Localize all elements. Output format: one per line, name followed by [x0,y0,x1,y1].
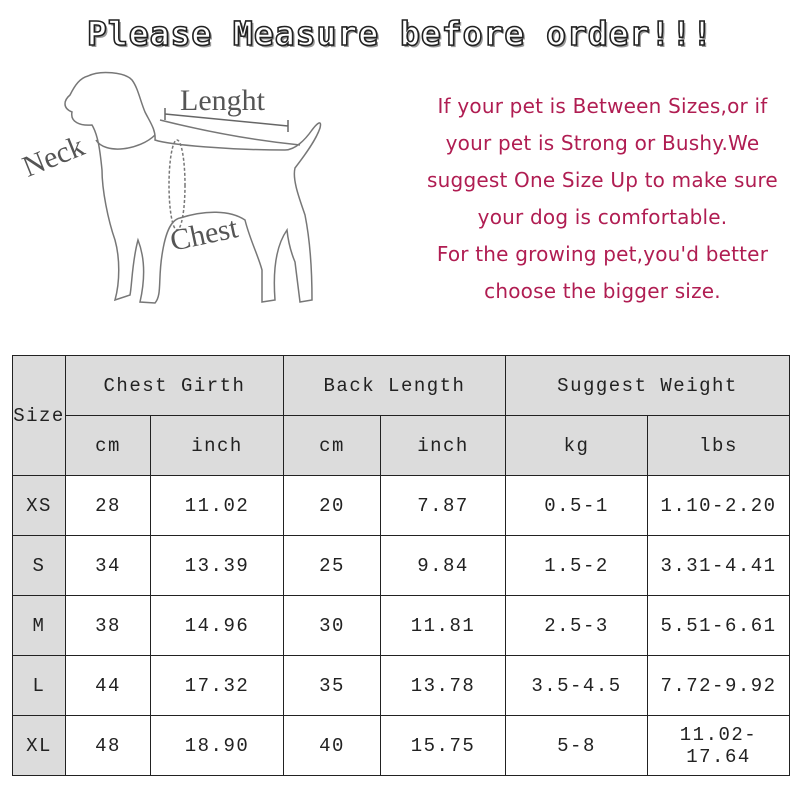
unit-header: inch [150,415,284,476]
chest-loop [168,139,186,231]
value-cell: 0.5-1 [505,475,648,536]
dog-outline [64,71,322,304]
value-cell: 3.5-4.5 [505,655,648,716]
unit-header: kg [505,415,648,476]
value-cell: 44 [65,655,151,716]
value-cell: 17.32 [150,655,284,716]
value-cell: 28 [65,475,151,536]
size-cell: XL [12,715,66,776]
dog-measurement-diagram [64,71,322,304]
advice-line: your pet is Strong or Bushy.We [445,131,760,155]
value-cell: 2.5-3 [505,595,648,656]
table-row: L 44 17.32 35 13.78 3.5-4.5 7.72-9.92 [12,655,790,716]
value-cell: 11.81 [380,595,506,656]
unit-header: cm [283,415,381,476]
value-cell: 48 [65,715,151,776]
value-cell: 40 [283,715,381,776]
advice-line: For the growing pet,you'd better [436,242,769,266]
value-cell: 15.75 [380,715,506,776]
advice-line: If your pet is Between Sizes,or if [437,94,768,118]
advice-line: choose the bigger size. [484,279,721,303]
size-cell: M [12,595,66,656]
size-cell: XS [12,475,66,536]
value-cell: 5-8 [505,715,648,776]
value-cell: 5.51-6.61 [647,595,790,656]
value-cell: 35 [283,655,381,716]
group-header: Back Length [283,355,506,416]
value-cell: 13.78 [380,655,506,716]
table-row: XL 48 18.90 40 15.75 5-8 11.02-17.64 [12,715,790,776]
size-chart-table: Size Chest Girth Back Length Suggest Wei… [12,355,790,776]
page-title: Please Measure before order!!! [86,13,714,54]
length-line [159,119,301,146]
value-cell: 14.96 [150,595,284,656]
value-cell: 30 [283,595,381,656]
value-cell: 13.39 [150,535,284,596]
size-cell: L [12,655,66,716]
neck-loop [95,134,156,150]
sizing-advice: If your pet is Between Sizes,or if your … [405,88,800,310]
value-cell: 11.02 [150,475,284,536]
table-row: M 38 14.96 30 11.81 2.5-3 5.51-6.61 [12,595,790,656]
value-cell: 7.72-9.92 [647,655,790,716]
advice-line: your dog is comfortable. [477,205,728,229]
value-cell: 3.31-4.41 [647,535,790,596]
table-row: S 34 13.39 25 9.84 1.5-2 3.31-4.41 [12,535,790,596]
group-header: Suggest Weight [505,355,790,416]
value-cell: 7.87 [380,475,506,536]
value-cell: 25 [283,535,381,596]
group-header: Chest Girth [65,355,284,416]
value-cell: 1.5-2 [505,535,648,596]
size-header: Size [12,355,66,476]
advice-line: suggest One Size Up to make sure [427,168,778,192]
value-cell: 1.10-2.20 [647,475,790,536]
unit-header: cm [65,415,151,476]
length-arrow [164,108,289,132]
value-cell: 38 [65,595,151,656]
value-cell: 20 [283,475,381,536]
unit-header: lbs [647,415,790,476]
value-cell: 18.90 [150,715,284,776]
size-cell: S [12,535,66,596]
table-row: XS 28 11.02 20 7.87 0.5-1 1.10-2.20 [12,475,790,536]
length-label: Lenght [180,84,265,117]
value-cell: 11.02-17.64 [647,715,790,776]
value-cell: 9.84 [380,535,506,596]
value-cell: 34 [65,535,151,596]
unit-header: inch [380,415,506,476]
